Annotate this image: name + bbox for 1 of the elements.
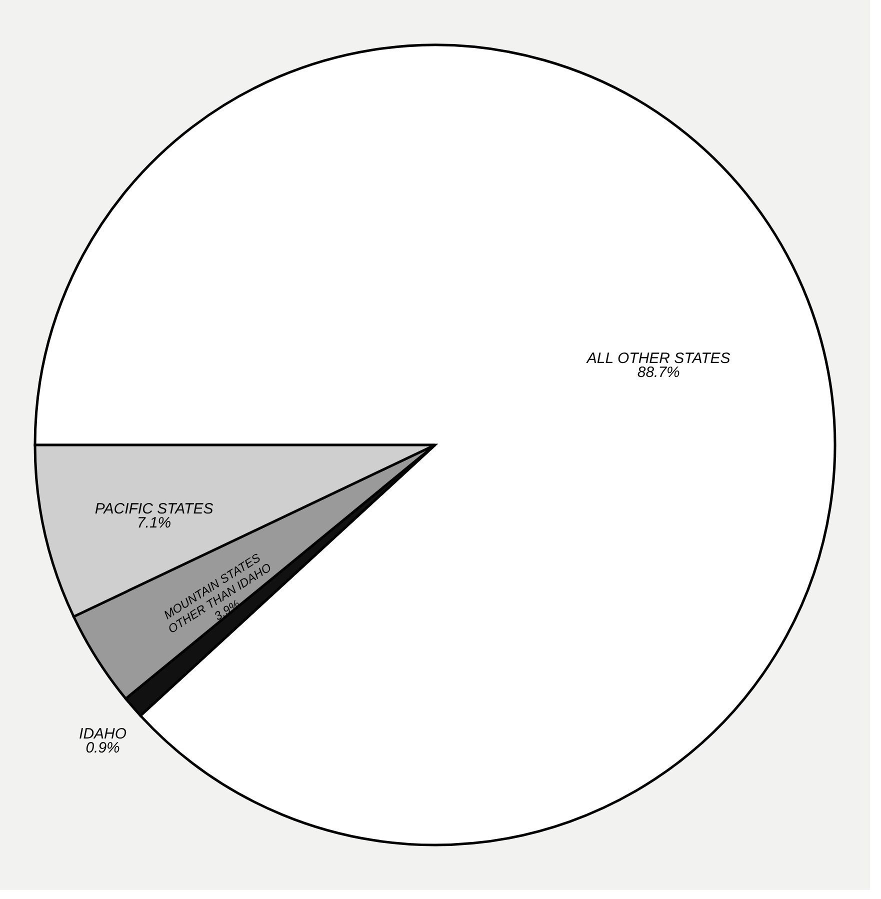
pie-slice bbox=[34, 44, 836, 846]
